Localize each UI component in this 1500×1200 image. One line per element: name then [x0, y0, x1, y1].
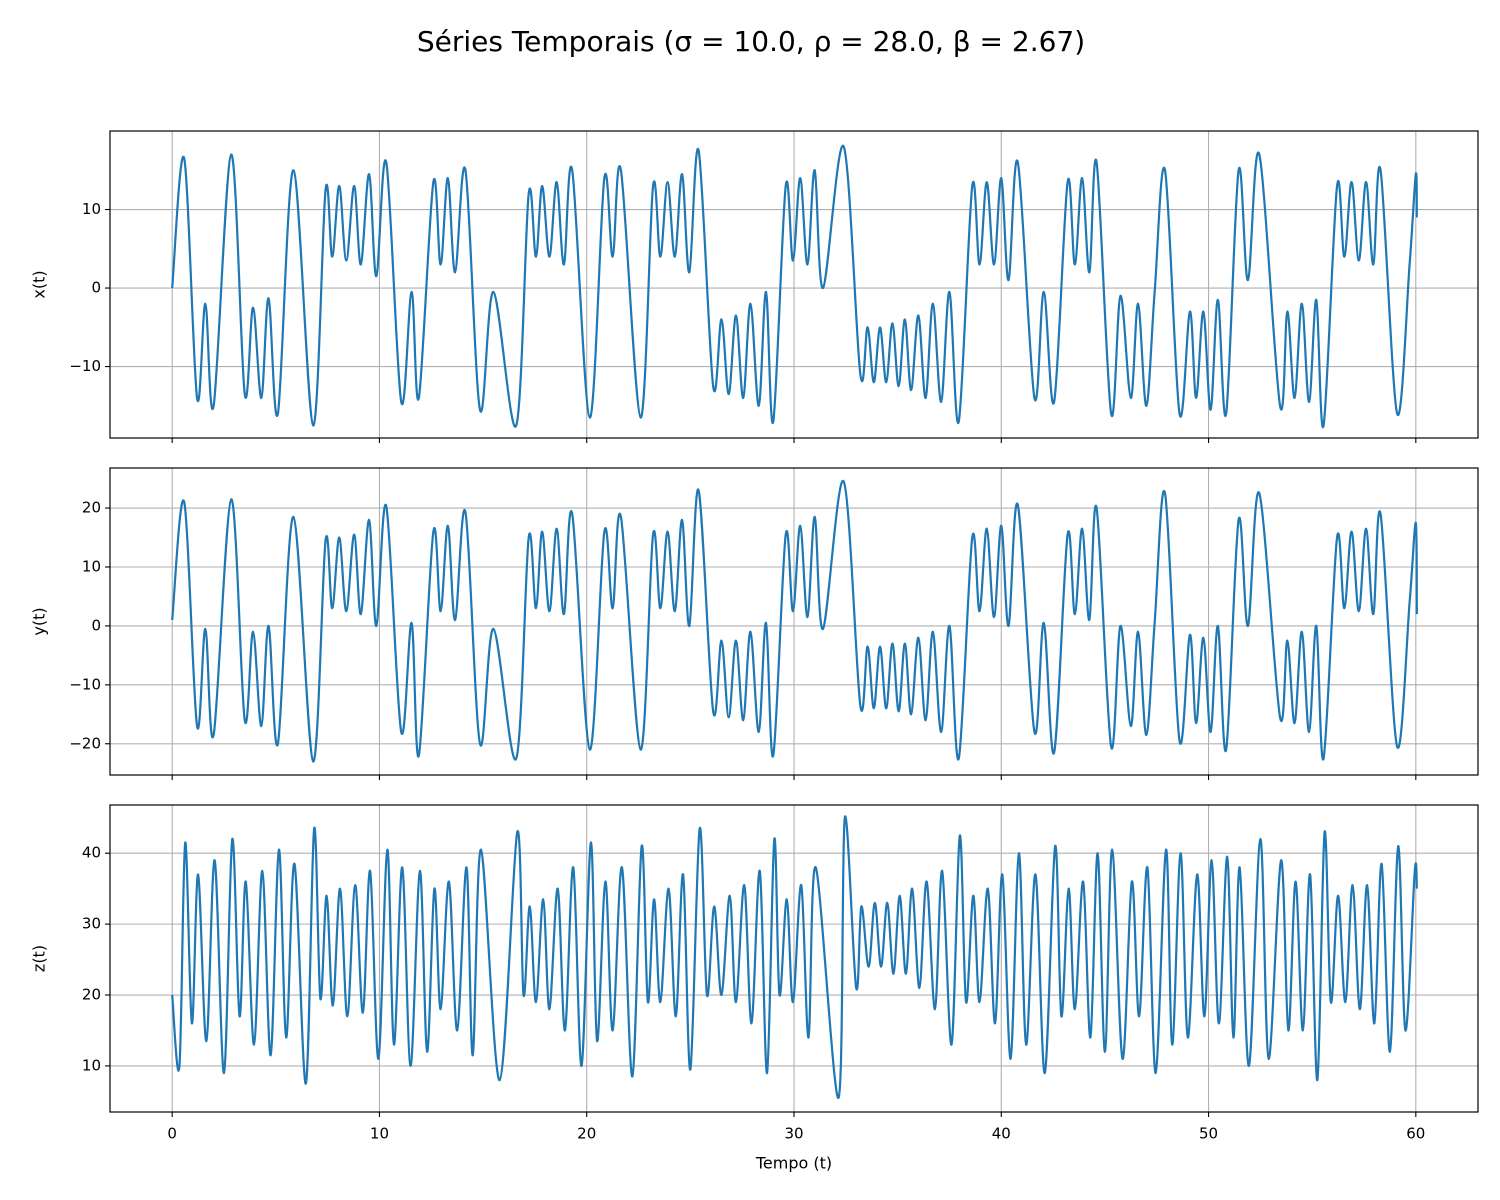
x-tick-label: 10: [370, 1125, 389, 1143]
y-tick-label: 30: [82, 915, 101, 933]
y-tick-label: 10: [82, 557, 101, 575]
y-axis-label: z(t): [30, 945, 49, 972]
y-axis-label: y(t): [30, 607, 49, 635]
y-tick-label: 40: [82, 844, 101, 862]
x-tick-label: 20: [577, 1125, 596, 1143]
x-tick-label: 30: [784, 1125, 803, 1143]
plot-area: [171, 815, 1418, 1099]
axes-frame: [109, 467, 1479, 776]
y-tick-label: −10: [69, 675, 101, 693]
figure-title: Séries Temporais (σ = 10.0, ρ = 28.0, β …: [417, 25, 1085, 58]
data-line: [171, 480, 1418, 763]
subplot: −10 0 10 x(t): [30, 130, 1479, 443]
axes-frame: [109, 130, 1479, 439]
subplot: 0 10 20 30 40 50 60 10 20 30 40 z(t) Tempo (t): [30, 804, 1479, 1173]
y-tick-label: 0: [91, 616, 101, 634]
axes-frame: [109, 804, 1479, 1113]
x-tick-label: 0: [167, 1125, 177, 1143]
x-tick-label: 60: [1406, 1125, 1425, 1143]
data-line: [171, 144, 1418, 429]
subplot: −20 −10 0 10 20 y(t): [30, 467, 1479, 780]
y-tick-label: −20: [69, 734, 101, 752]
x-tick-label: 40: [992, 1125, 1011, 1143]
data-line: [171, 815, 1418, 1099]
plot-area: [171, 480, 1418, 763]
y-tick-label: 20: [82, 499, 101, 517]
y-axis-label: x(t): [30, 270, 49, 298]
y-tick-label: 10: [82, 1056, 101, 1074]
x-axis-label: Tempo (t): [755, 1154, 832, 1173]
y-tick-label: 10: [82, 200, 101, 218]
x-tick-label: 50: [1199, 1125, 1218, 1143]
y-tick-label: 20: [82, 986, 101, 1004]
y-tick-label: 0: [91, 279, 101, 297]
plot-area: [171, 144, 1418, 429]
y-tick-label: −10: [69, 357, 101, 375]
